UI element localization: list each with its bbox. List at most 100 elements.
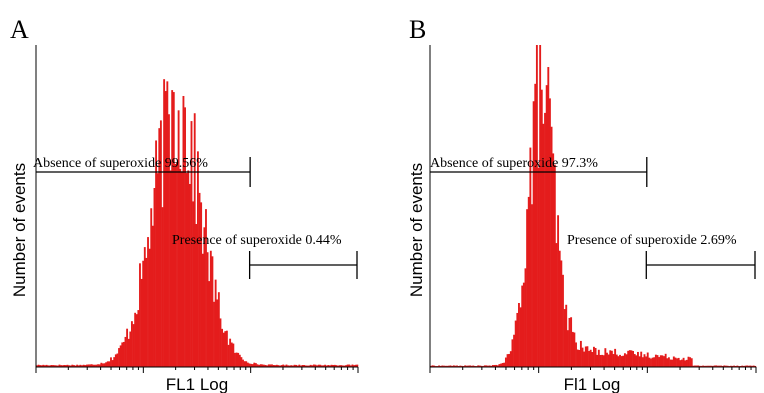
histogram-bar: [467, 365, 470, 367]
histogram-bar: [237, 352, 240, 367]
histogram-bar: [158, 128, 161, 367]
histogram-bar: [322, 365, 325, 367]
histogram-bar: [324, 364, 327, 367]
histogram-bar: [39, 365, 42, 367]
histogram-bar: [113, 357, 116, 367]
histogram-bar: [628, 350, 631, 367]
histogram-bar: [147, 237, 149, 367]
histogram-bar: [615, 354, 618, 367]
histogram-bar: [97, 364, 100, 367]
histogram-bar: [664, 353, 667, 367]
histogram-bar: [143, 247, 146, 367]
histogram-bar: [752, 365, 755, 367]
histogram-bar: [648, 357, 651, 367]
histogram-bar: [275, 364, 278, 367]
histogram-bar: [586, 346, 589, 367]
histogram-bar: [535, 45, 538, 367]
histogram-bar: [45, 364, 48, 367]
histogram-bar: [715, 365, 718, 367]
histogram-bar: [172, 92, 175, 367]
histogram-bar: [447, 365, 450, 367]
histogram-bar: [251, 364, 254, 367]
histogram-bar: [40, 365, 43, 367]
histogram-bar: [593, 346, 595, 367]
histogram-bar: [130, 321, 133, 367]
histogram-bar: [71, 364, 74, 367]
histogram-bar: [330, 364, 333, 367]
histogram-bar: [116, 353, 119, 367]
histogram-bar: [446, 365, 449, 367]
histogram-bar: [240, 357, 243, 367]
histogram-bar: [501, 363, 504, 367]
histogram-bar: [487, 365, 489, 367]
histogram-bar: [304, 365, 307, 367]
histogram-bar: [37, 364, 40, 367]
histogram-bar: [552, 153, 555, 367]
histogram-bar: [114, 354, 117, 367]
histogram-bar: [42, 364, 45, 367]
histogram-b: [430, 45, 757, 368]
histogram-bar: [575, 342, 577, 367]
histogram-bar: [672, 356, 675, 367]
histogram-bar: [451, 365, 454, 367]
histogram-bar: [217, 292, 220, 367]
gate-absence-label-a: Absence of superoxide 99.56%: [33, 156, 208, 171]
histogram-bar: [563, 309, 566, 367]
histogram-bar: [118, 348, 120, 367]
histogram-bar: [343, 365, 346, 367]
histogram-bar: [197, 151, 199, 367]
histogram-bar: [540, 89, 543, 368]
histogram-bar: [508, 353, 511, 367]
histogram-bar: [340, 365, 343, 367]
histogram-bar: [309, 364, 312, 367]
histogram-bar: [731, 365, 734, 367]
x-axis-label-a: FL1 Log: [166, 375, 228, 393]
histogram-bar: [601, 354, 604, 367]
histogram-bar: [279, 365, 281, 367]
histogram-bar: [316, 365, 318, 367]
histogram-bar: [474, 365, 476, 367]
histogram-bar: [193, 113, 196, 367]
histogram-bar: [187, 170, 190, 367]
histogram-bar: [256, 364, 259, 367]
histogram-bar: [308, 365, 310, 367]
histogram-bar: [514, 320, 517, 367]
histogram-bar: [127, 338, 130, 367]
histogram-bar: [283, 365, 286, 367]
histogram-bar: [235, 352, 238, 367]
histogram-bar: [248, 363, 251, 367]
histogram-bar: [171, 90, 174, 368]
histogram-bar: [591, 352, 594, 367]
histogram-bar: [553, 164, 556, 367]
histogram-bar: [333, 364, 336, 367]
histogram-bar: [145, 257, 148, 367]
histogram-bar: [490, 365, 493, 367]
histogram-bar: [643, 354, 646, 367]
histogram-bar: [155, 140, 157, 367]
histogram-bar: [503, 362, 506, 367]
histogram-bar: [504, 357, 507, 367]
histogram-bar: [741, 365, 744, 367]
histogram-bar: [291, 365, 294, 367]
histogram-bar: [544, 112, 546, 367]
histogram-bar: [258, 364, 261, 367]
histogram-bar: [85, 364, 88, 367]
histogram-bar: [734, 365, 737, 367]
histogram-bar: [314, 364, 317, 367]
histogram-bar: [638, 356, 641, 367]
histogram-bar: [298, 364, 301, 367]
histogram-bar: [433, 365, 436, 367]
histogram-bar: [697, 365, 700, 367]
histogram-bar: [617, 356, 620, 367]
histogram-bar: [650, 358, 652, 367]
histogram-bar: [570, 317, 573, 367]
histogram-bar: [711, 365, 714, 367]
histogram-bar: [274, 365, 277, 367]
histogram-bar: [74, 365, 77, 367]
histogram-bar: [703, 365, 706, 367]
histogram-bar: [188, 183, 191, 367]
histogram-bar: [163, 79, 166, 368]
histogram-bar: [269, 364, 272, 367]
histogram-bar: [208, 281, 211, 367]
